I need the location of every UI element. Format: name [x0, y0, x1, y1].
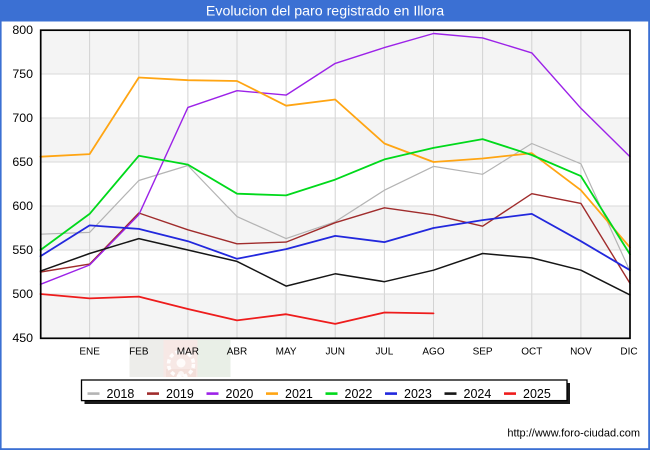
svg-text:ENE: ENE: [79, 347, 100, 358]
svg-text:2023: 2023: [404, 387, 432, 401]
svg-text:JUL: JUL: [376, 347, 394, 358]
svg-text:2022: 2022: [345, 387, 373, 401]
svg-text:2020: 2020: [226, 387, 254, 401]
svg-text:700: 700: [12, 111, 33, 125]
svg-text:650: 650: [12, 155, 33, 169]
svg-text:600: 600: [12, 199, 33, 213]
svg-text:DIC: DIC: [620, 347, 637, 358]
svg-text:750: 750: [12, 67, 33, 81]
svg-text:2021: 2021: [285, 387, 313, 401]
svg-text:MAR: MAR: [177, 347, 199, 358]
svg-text:SEP: SEP: [473, 347, 493, 358]
svg-text:450: 450: [12, 331, 33, 345]
svg-text:2018: 2018: [107, 387, 135, 401]
svg-text:Evolucion del paro registrado: Evolucion del paro registrado en Illora: [206, 4, 444, 20]
svg-text:ABR: ABR: [227, 347, 248, 358]
svg-text:550: 550: [12, 243, 33, 257]
svg-text:2019: 2019: [166, 387, 194, 401]
svg-text:500: 500: [12, 287, 33, 301]
svg-text:MAY: MAY: [276, 347, 297, 358]
svg-text:JUN: JUN: [325, 347, 344, 358]
svg-text:2024: 2024: [464, 387, 492, 401]
svg-text:AGO: AGO: [422, 347, 444, 358]
svg-text:800: 800: [12, 23, 33, 37]
svg-text:FEB: FEB: [129, 347, 149, 358]
svg-text:2025: 2025: [523, 387, 551, 401]
svg-text:http://www.foro-ciudad.com: http://www.foro-ciudad.com: [507, 428, 640, 440]
svg-text:NOV: NOV: [570, 347, 592, 358]
svg-text:OCT: OCT: [521, 347, 542, 358]
